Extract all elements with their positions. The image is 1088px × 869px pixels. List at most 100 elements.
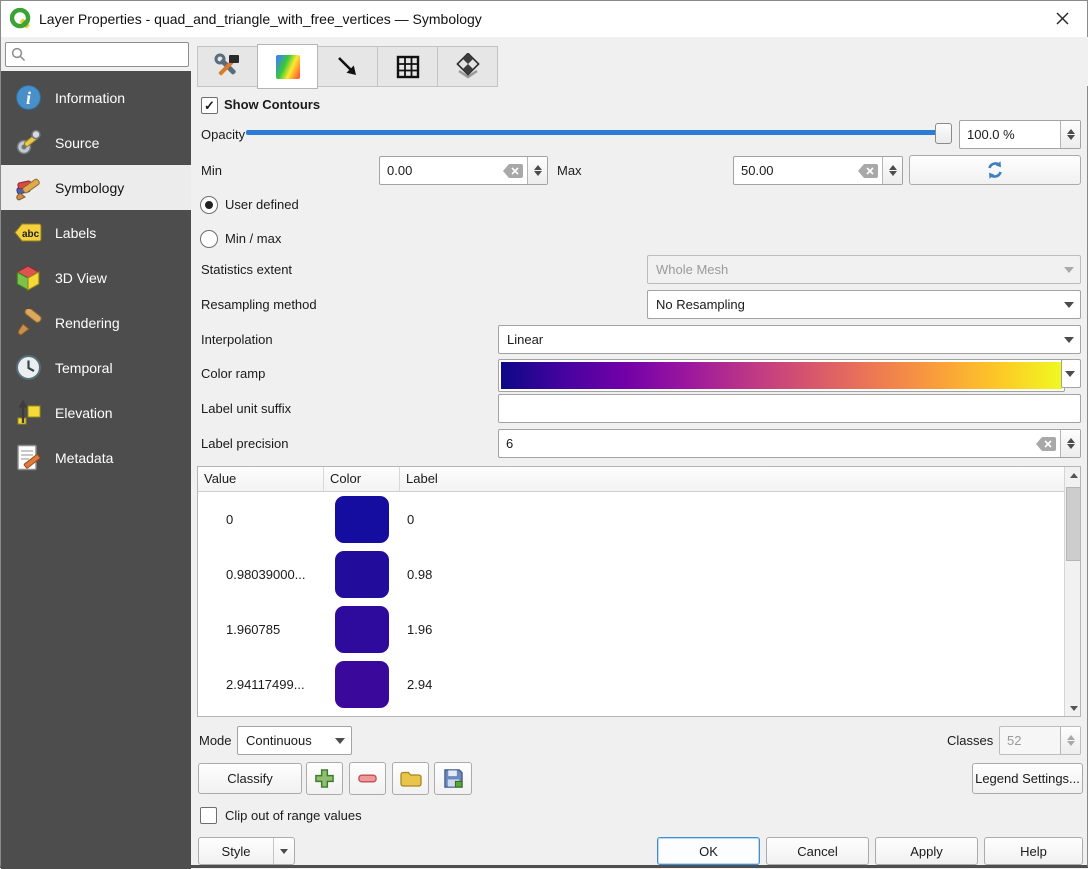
plus-icon: [315, 769, 334, 788]
classify-button[interactable]: Classify: [198, 763, 302, 794]
averaging-icon: [455, 52, 480, 79]
color-ramp-menu-button[interactable]: [1061, 359, 1081, 388]
opacity-spinbox[interactable]: 100.0 %: [959, 120, 1081, 149]
precision-spin-buttons[interactable]: [1060, 430, 1080, 457]
add-class-button[interactable]: [306, 762, 343, 795]
show-contours-checkbox[interactable]: ✓: [201, 97, 218, 114]
sidebar-item-label: Elevation: [55, 404, 113, 421]
close-button[interactable]: [1045, 3, 1079, 33]
sidebar: i Information Source: [1, 71, 191, 869]
row-label[interactable]: 0.98: [407, 567, 433, 582]
tab-mesh-frame[interactable]: [377, 46, 438, 87]
tab-vectors[interactable]: [317, 46, 378, 87]
opacity-slider[interactable]: [246, 130, 951, 135]
help-button[interactable]: Help: [984, 837, 1083, 865]
row-color-swatch[interactable]: [335, 606, 389, 653]
save-color-map-button[interactable]: [434, 762, 472, 795]
max-input[interactable]: 50.00: [733, 156, 903, 185]
column-header-color[interactable]: Color: [324, 467, 400, 491]
labels-icon: abc: [13, 218, 43, 248]
row-color-swatch[interactable]: [335, 661, 389, 708]
color-ramp-button[interactable]: [498, 359, 1065, 392]
table-row[interactable]: 1.960785 1.96: [198, 602, 1064, 657]
load-color-map-button[interactable]: [392, 762, 429, 795]
row-color-swatch[interactable]: [335, 496, 389, 543]
sidebar-item-temporal[interactable]: Temporal: [1, 345, 191, 390]
sidebar-item-3d-view[interactable]: 3D View: [1, 255, 191, 300]
clear-precision-icon[interactable]: [1036, 436, 1056, 451]
row-label[interactable]: 2.94: [407, 677, 433, 692]
table-scrollbar[interactable]: [1064, 467, 1080, 716]
sidebar-item-elevation[interactable]: Elevation: [1, 390, 191, 435]
tab-contours[interactable]: [257, 44, 318, 89]
column-header-value[interactable]: Value: [198, 467, 324, 491]
title-bar: Layer Properties - quad_and_triangle_wit…: [1, 1, 1087, 37]
clip-range-checkbox[interactable]: [200, 807, 217, 824]
max-value: 50.00: [741, 163, 774, 178]
resampling-method-value: No Resampling: [656, 297, 745, 312]
row-value[interactable]: 0.98039000...: [226, 567, 306, 582]
row-label[interactable]: 1.96: [407, 622, 433, 637]
style-button[interactable]: Style: [198, 837, 295, 865]
tab-averaging[interactable]: [437, 46, 498, 87]
temporal-icon: [13, 353, 43, 383]
ok-button[interactable]: OK: [657, 837, 760, 865]
sidebar-item-rendering[interactable]: Rendering: [1, 300, 191, 345]
max-spin-buttons[interactable]: [882, 157, 902, 184]
label-precision-input[interactable]: 6: [498, 429, 1081, 458]
min-input[interactable]: 0.00: [379, 156, 548, 185]
min-max-radio[interactable]: [200, 230, 218, 248]
mesh-frame-icon: [396, 55, 419, 78]
opacity-value: 100.0 %: [967, 127, 1015, 142]
min-spin-buttons[interactable]: [527, 157, 547, 184]
save-icon: [443, 769, 463, 788]
table-row[interactable]: 0 0: [198, 492, 1064, 547]
legend-settings-button[interactable]: Legend Settings...: [972, 763, 1083, 794]
mode-select[interactable]: Continuous: [237, 726, 352, 755]
clear-max-icon[interactable]: [858, 163, 878, 178]
scrollbar-thumb[interactable]: [1066, 487, 1080, 561]
user-defined-radio[interactable]: [200, 196, 218, 214]
apply-button[interactable]: Apply: [875, 837, 978, 865]
table-row[interactable]: [198, 712, 1064, 717]
source-icon: [13, 128, 43, 158]
reload-min-max-button[interactable]: [909, 155, 1081, 185]
cancel-button[interactable]: Cancel: [766, 837, 869, 865]
resampling-method-select[interactable]: No Resampling: [647, 290, 1081, 319]
classes-table[interactable]: Value Color Label 0 0 0.98039000... 0.98…: [197, 466, 1081, 717]
legend-settings-label: Legend Settings...: [975, 771, 1080, 786]
row-label[interactable]: 0: [407, 512, 415, 527]
table-row[interactable]: 0.98039000... 0.98: [198, 547, 1064, 602]
sidebar-item-metadata[interactable]: Metadata: [1, 435, 191, 480]
min-value: 0.00: [387, 163, 413, 178]
rendering-icon: [13, 308, 43, 338]
general-settings-icon: [214, 53, 239, 76]
opacity-spin-buttons[interactable]: [1060, 121, 1080, 148]
clear-min-icon[interactable]: [503, 163, 523, 178]
column-header-label[interactable]: Label: [406, 471, 438, 486]
opacity-slider-handle[interactable]: [935, 123, 952, 144]
sidebar-item-symbology[interactable]: Symbology: [1, 165, 191, 210]
help-label: Help: [1020, 843, 1047, 859]
row-value[interactable]: 1.960785: [226, 622, 281, 637]
remove-class-button[interactable]: [349, 762, 386, 795]
sidebar-item-source[interactable]: Source: [1, 120, 191, 165]
user-defined-label: User defined: [225, 197, 299, 212]
row-value[interactable]: 0: [226, 512, 234, 527]
row-color-swatch[interactable]: [335, 716, 389, 717]
table-row[interactable]: 2.94117499... 2.94: [198, 657, 1064, 712]
scroll-down-icon[interactable]: [1065, 700, 1080, 716]
tab-general-settings[interactable]: [197, 46, 258, 87]
sidebar-item-labels[interactable]: abc Labels: [1, 210, 191, 255]
checkmark: ✓: [204, 98, 215, 113]
sidebar-item-information[interactable]: i Information: [1, 75, 191, 120]
qgis-logo-icon: [10, 8, 32, 30]
search-input[interactable]: [5, 42, 189, 67]
vectors-icon: [337, 56, 356, 75]
label-unit-suffix-input[interactable]: [498, 394, 1081, 423]
row-color-swatch[interactable]: [335, 551, 389, 598]
row-value[interactable]: 2.94117499...: [226, 677, 305, 692]
scroll-up-icon[interactable]: [1065, 467, 1080, 483]
interpolation-select[interactable]: Linear: [498, 325, 1081, 354]
